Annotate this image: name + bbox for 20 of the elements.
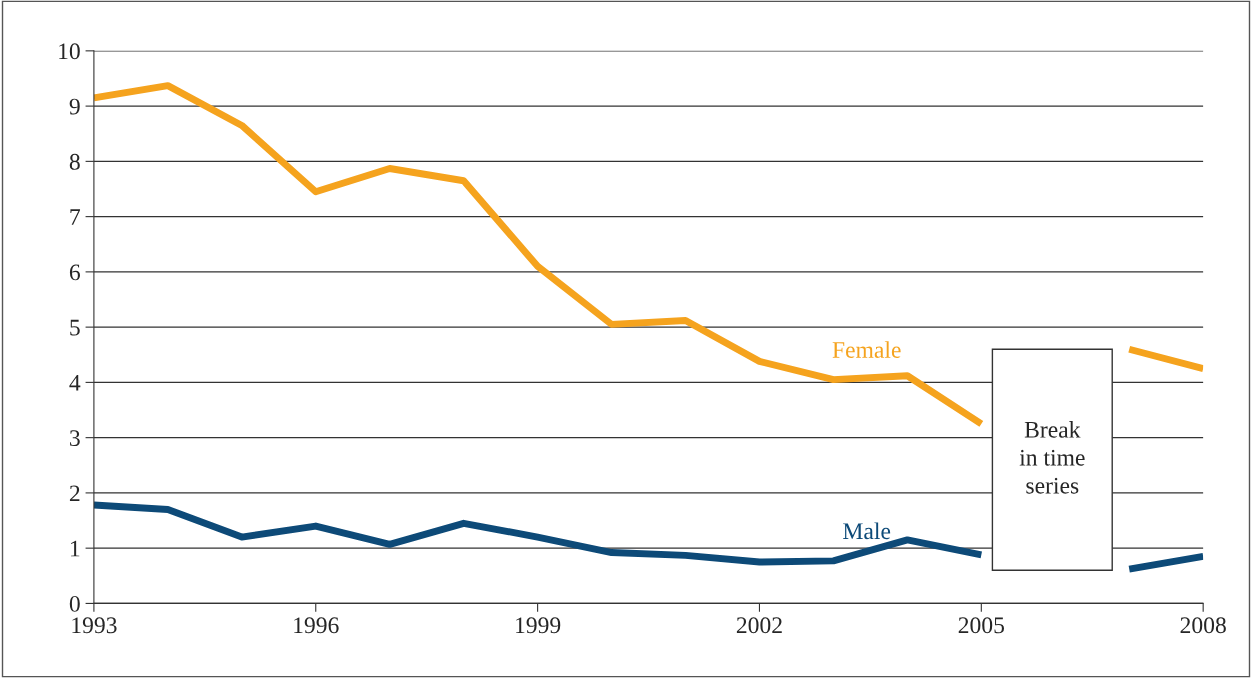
x-tick-label: 1993 [72, 617, 117, 634]
y-tick-label: 5 [70, 319, 80, 336]
y-tick-label: 8 [69, 153, 80, 170]
y-tick-label: 9 [69, 98, 80, 115]
x-tick-label: 2008 [1180, 617, 1226, 634]
x-tick-label: 1999 [516, 617, 561, 634]
y-tick-label: 2 [69, 485, 80, 502]
y-tick-label: 10 [59, 43, 80, 60]
x-tick-label: 2005 [958, 617, 1005, 634]
series-label: Male [843, 522, 891, 540]
y-tick-label: 7 [70, 209, 81, 225]
y-tick-label: 3 [70, 430, 80, 447]
series-label: Female [832, 341, 901, 358]
y-tick-label: 4 [69, 375, 81, 391]
x-tick-label: 1996 [294, 617, 339, 634]
x-tick-label: 2002 [736, 617, 782, 634]
y-tick-label: 0 [69, 595, 80, 612]
y-tick-label: 1 [70, 540, 80, 557]
annotation: Break in time series [1019, 421, 1085, 494]
y-tick-label: 6 [69, 264, 80, 281]
